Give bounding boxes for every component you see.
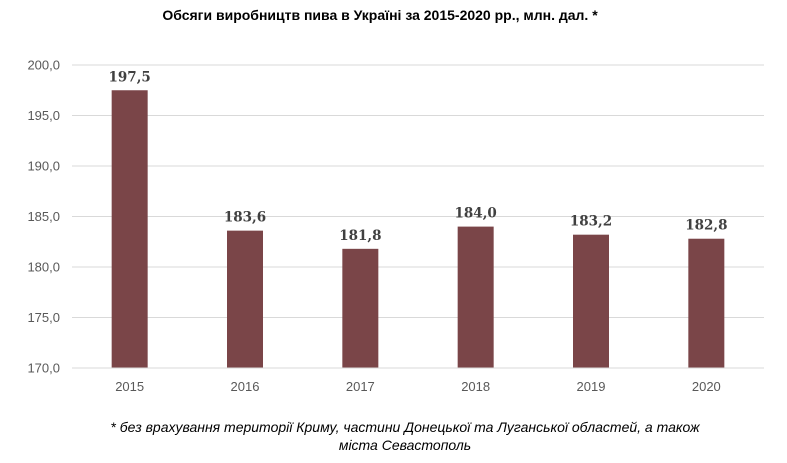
bar-2018 — [457, 226, 494, 368]
y-tick-label: 190,0 — [27, 159, 60, 174]
y-tick-label: 185,0 — [27, 209, 60, 224]
y-tick-label: 195,0 — [27, 108, 60, 123]
bar-2020 — [688, 238, 725, 368]
x-tick-label: 2018 — [461, 379, 490, 394]
data-label-2018: 184,0 — [455, 206, 497, 222]
y-tick-label: 200,0 — [27, 58, 60, 73]
footnote-line-1: * без врахування території Криму, частин… — [110, 419, 700, 435]
y-tick-label: 170,0 — [27, 361, 60, 376]
data-label-2015: 197,5 — [109, 69, 151, 85]
y-tick-label: 180,0 — [27, 260, 60, 275]
bar-2016 — [227, 230, 263, 368]
bar-2015 — [111, 90, 148, 368]
data-labels: 197,5 183,6 181,8 184,0 183,2 182,8 — [109, 69, 728, 244]
x-tick-label: 2020 — [692, 379, 721, 394]
data-label-2017: 181,8 — [339, 228, 381, 244]
y-tick-label: 175,0 — [27, 310, 60, 325]
x-tick-label: 2016 — [231, 379, 260, 394]
data-label-2020: 182,8 — [685, 218, 727, 234]
x-tick-label: 2017 — [346, 379, 375, 394]
bar-2017 — [342, 248, 379, 368]
bar-2019 — [573, 234, 609, 368]
footnote: * без врахування території Криму, частин… — [40, 418, 770, 454]
footnote-line-2: міста Севастополь — [338, 437, 472, 453]
x-axis-ticks: 2015 2016 2017 2018 2019 2020 — [115, 379, 721, 394]
x-tick-label: 2019 — [577, 379, 606, 394]
chart-title: Обсяги виробництв пива в Україні за 2015… — [162, 7, 598, 23]
y-axis-ticks: 170,0 175,0 180,0 185,0 190,0 195,0 200,0 — [27, 58, 60, 376]
gridlines — [72, 64, 764, 318]
bars — [111, 90, 725, 368]
data-label-2019: 183,2 — [570, 214, 612, 230]
x-tick-label: 2015 — [115, 379, 144, 394]
data-label-2016: 183,6 — [224, 210, 266, 226]
